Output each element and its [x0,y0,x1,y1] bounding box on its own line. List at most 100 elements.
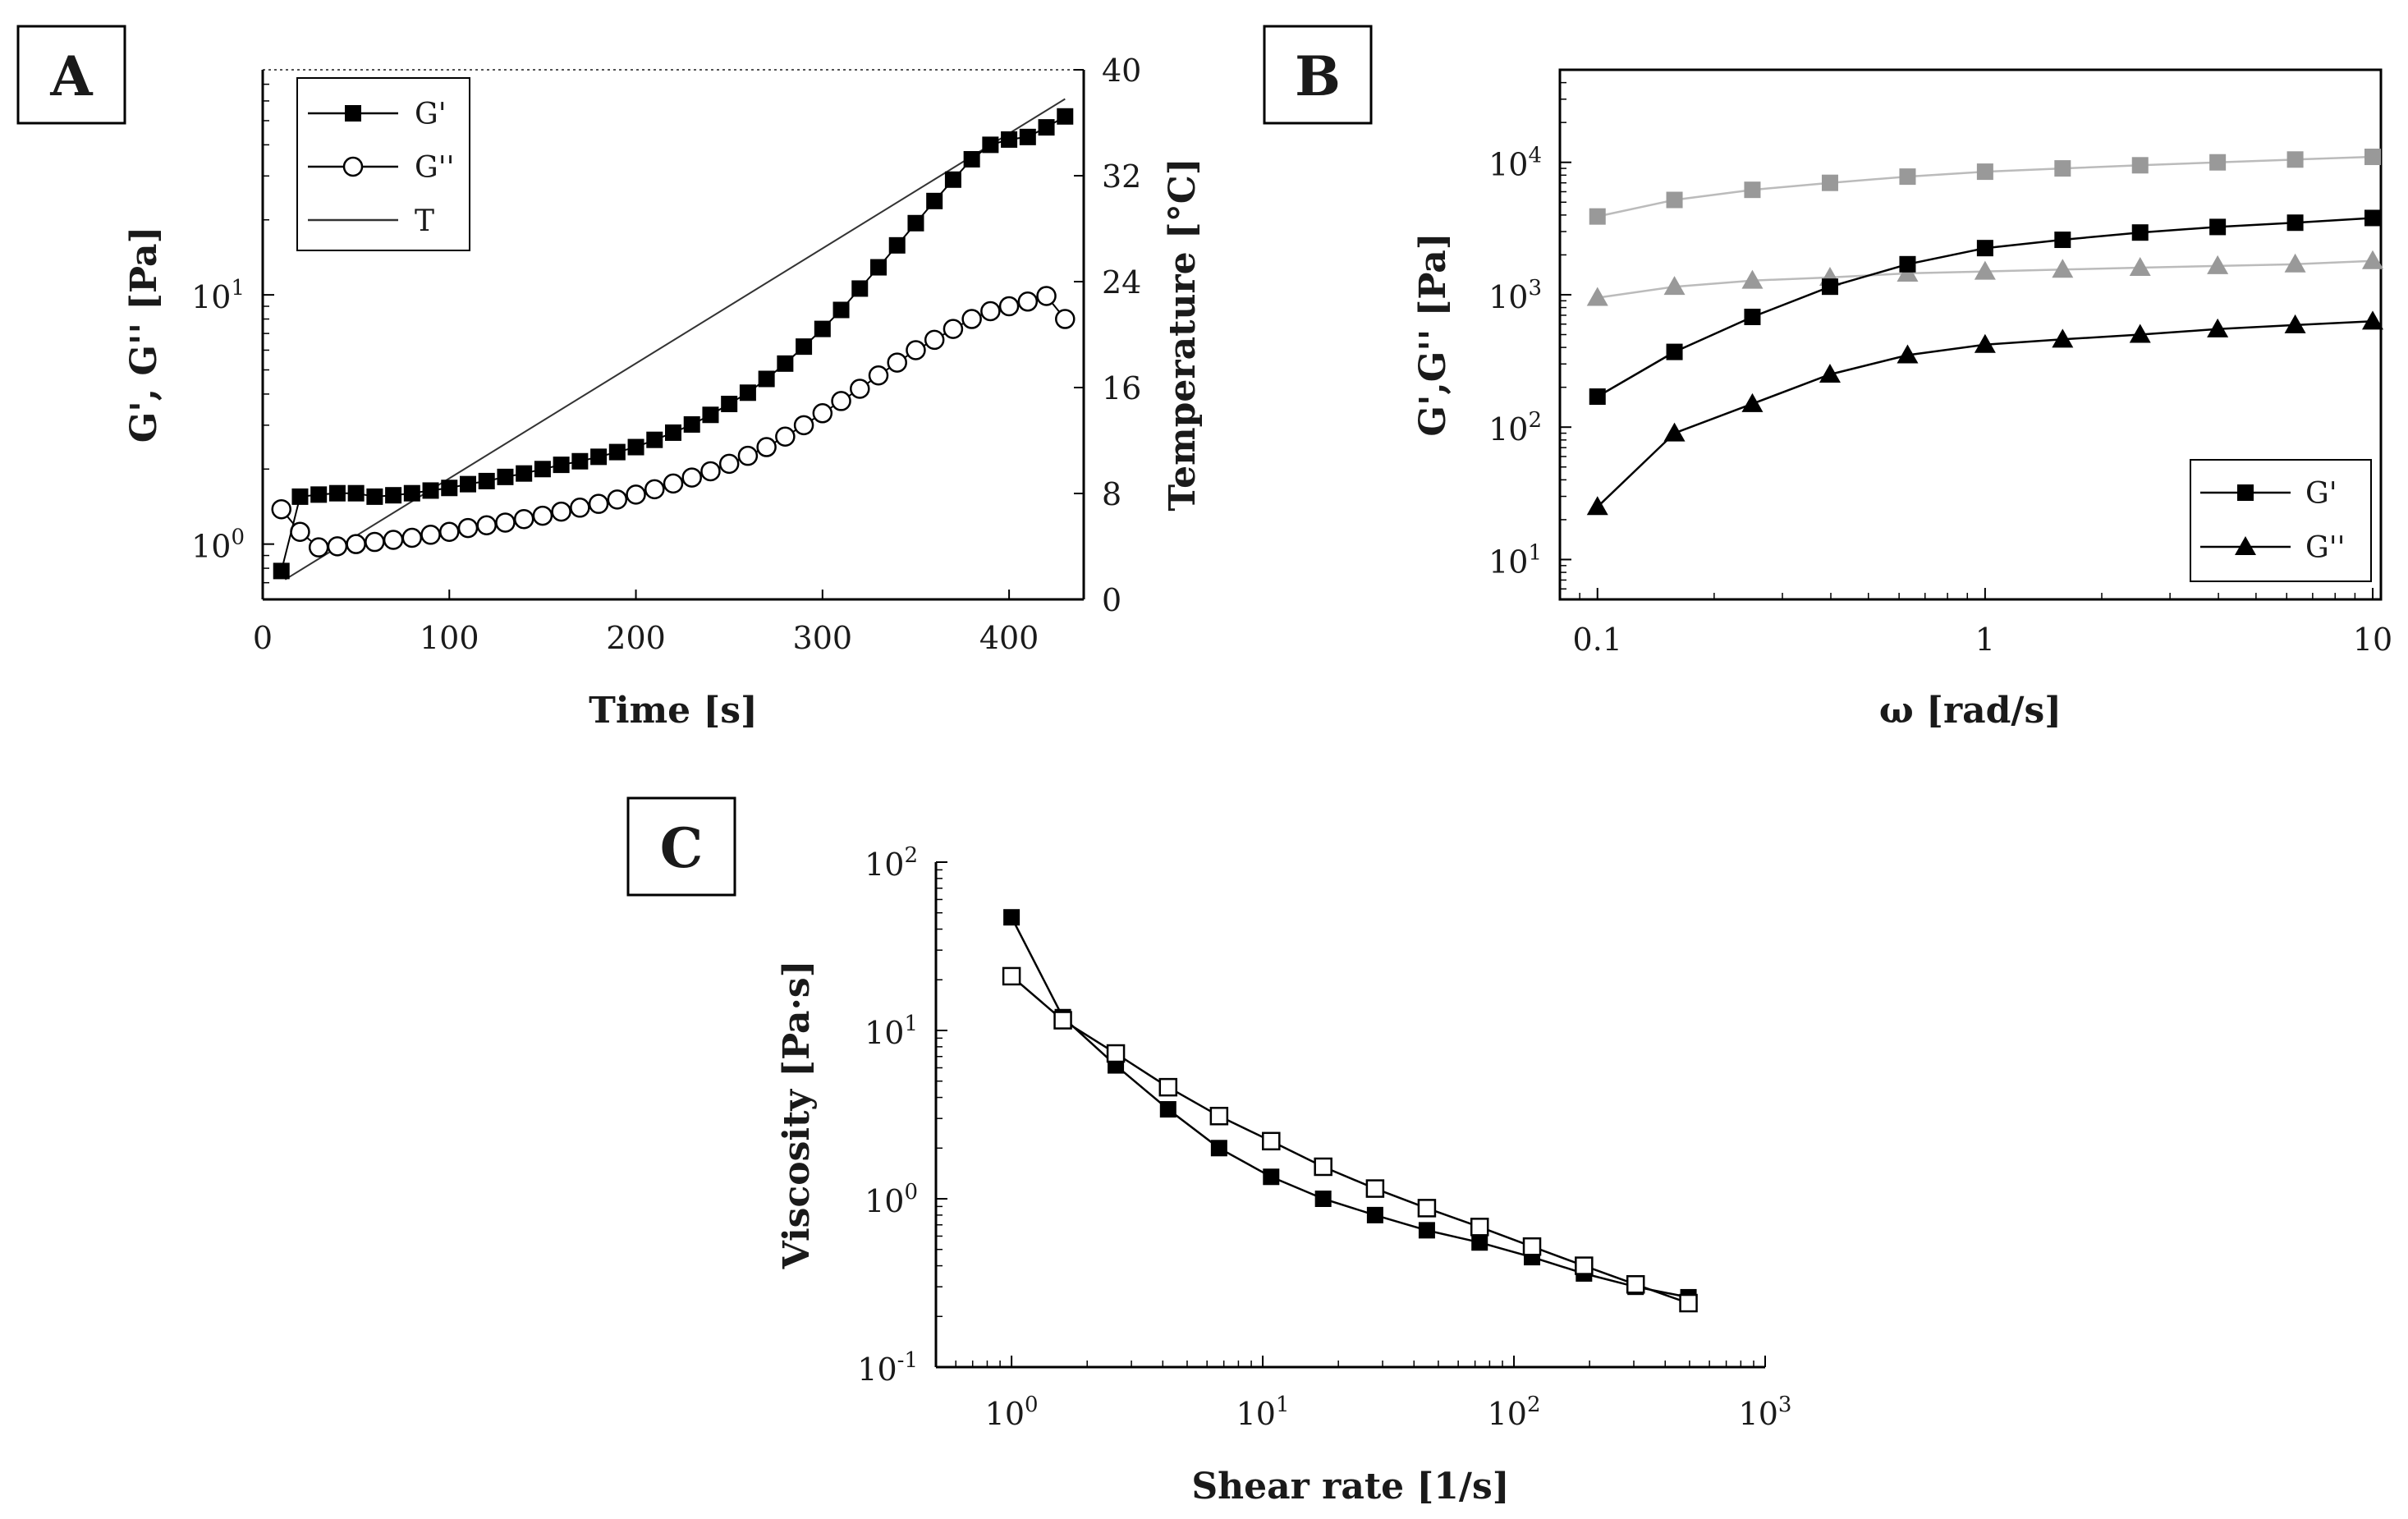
y-tick-label: 103 [1488,276,1542,315]
series-g-double-prime-point [401,527,423,548]
y-tick-label: 10-1 [857,1348,918,1388]
series-g-prime-point [1019,128,1036,145]
series-g-double-prime-point [439,521,460,542]
series-g-prime-point [683,415,700,433]
series-g-double-prime-point [308,537,329,558]
series-g-prime-point [944,171,961,188]
panel-b: 0.1 1 10 101 102 103 104 ω [rad/s] G',G'' [Pa] G'… [1263,25,2392,732]
series-g-prime-point [497,468,514,485]
series-1-point [1158,1077,1178,1097]
series-1-point [1586,496,1608,516]
series-g-double-prime-point [756,437,777,457]
series-g-prime-point [1001,131,1018,148]
series-g-prime-point [385,487,402,504]
x-tick-label: 1 [1975,622,1995,658]
series-g-double-prime-point [812,403,833,424]
y-axis-label: Viscosity [Pa·s] [776,961,818,1270]
series-g-prime-point [347,484,365,502]
x-axis-label: ω [rad/s] [1879,690,2062,732]
series-g-prime-point [777,355,794,372]
series-g-prime-point [534,461,551,478]
y-tick-label: 101 [1488,540,1542,580]
series-g-prime-point [963,150,980,168]
series-g-prime-point [646,431,663,448]
series-g-double-prime-point [924,329,945,351]
series-3-point [2129,257,2151,277]
series-3-point [1586,287,1608,306]
series-g-double-prime-point [887,352,907,373]
legend-marker [2235,536,2256,555]
panel-label-box [1263,25,1373,125]
series-0-point [1666,343,1683,360]
series-3-point [1741,269,1764,289]
x-tick-label: 103 [1739,1393,1792,1432]
series-g-prime-point [403,484,420,502]
series-g-prime-point [310,486,328,503]
series-1-point [2361,310,2383,330]
panel-label-box [16,25,126,125]
series-g-double-prime-point [663,473,684,494]
panel-label: A [49,44,93,108]
series-1-point [1974,333,1996,353]
series-g-prime-point [627,438,644,456]
series-g-double-prime-point [793,415,814,436]
panel-label: B [1295,44,1341,108]
series-g-double-prime-point [850,379,870,399]
series-1-point [1470,1218,1489,1237]
series-g-double-prime-point [365,531,385,553]
y2-tick-label: 16 [1102,370,1141,406]
series-1-point [1741,392,1764,412]
series-0-point [1821,278,1838,296]
series-g-prime-point [982,136,999,154]
x-tick-label: 10 [2353,622,2392,658]
series-g-double-prime-point [775,426,796,447]
series-0-point [2286,214,2304,232]
series-g-prime-point [422,482,439,499]
series-0-point [1210,1140,1227,1157]
y-tick-label: 101 [865,1012,918,1051]
series-g-prime-point [553,457,570,474]
series-0-point [1003,909,1021,926]
series-1-point [1106,1044,1126,1063]
series-g-double-prime-point [495,512,516,533]
series-1-point [1522,1237,1542,1256]
series-3-point [2284,253,2306,273]
x-axis-label: Time [s] [589,690,758,732]
series-0-point [1976,240,1993,257]
series-g-prime-point [721,395,738,412]
series-3-point [2361,250,2383,269]
y-tick-label: 101 [191,276,245,315]
series-g-prime-point [460,475,476,493]
series-g-prime-point [291,488,309,505]
series-0-point [1366,1206,1383,1223]
series-2-point [2131,157,2149,174]
y-tick-label: 104 [1488,144,1542,183]
legend-label: T [415,204,434,238]
legend: G' G'' [2190,459,2372,582]
series-1-point [2052,328,2074,348]
series-g-prime-point [441,480,458,497]
y2-axis-label: Temperature [°C] [1162,158,1204,511]
series-g-prime-point [888,236,906,254]
series-0-point [1471,1234,1488,1251]
series-3-point [1663,276,1686,296]
series-0-point [2054,232,2071,249]
series-g-double-prime-point [961,309,982,329]
x-tick-label: 102 [1488,1393,1541,1432]
series-0-point [1589,388,1606,406]
series-0-point [1418,1222,1435,1239]
legend-marker [342,156,364,177]
series-g-double-prime-point [998,296,1020,317]
x-tick-label: 300 [793,620,853,656]
legend-marker [345,105,361,122]
series-1-point [1575,1256,1594,1275]
series-2-point [2054,160,2071,177]
y2-tick-label: 32 [1102,158,1141,195]
series-g-prime-point [926,192,943,209]
series-g-double-prime-point [906,340,926,360]
series-g-prime-point [758,370,775,388]
series-3-point [1974,260,1996,280]
y2-tick-label: 8 [1102,476,1121,512]
x-tick-label: 0.1 [1573,622,1622,658]
series-0-point [1159,1101,1176,1118]
